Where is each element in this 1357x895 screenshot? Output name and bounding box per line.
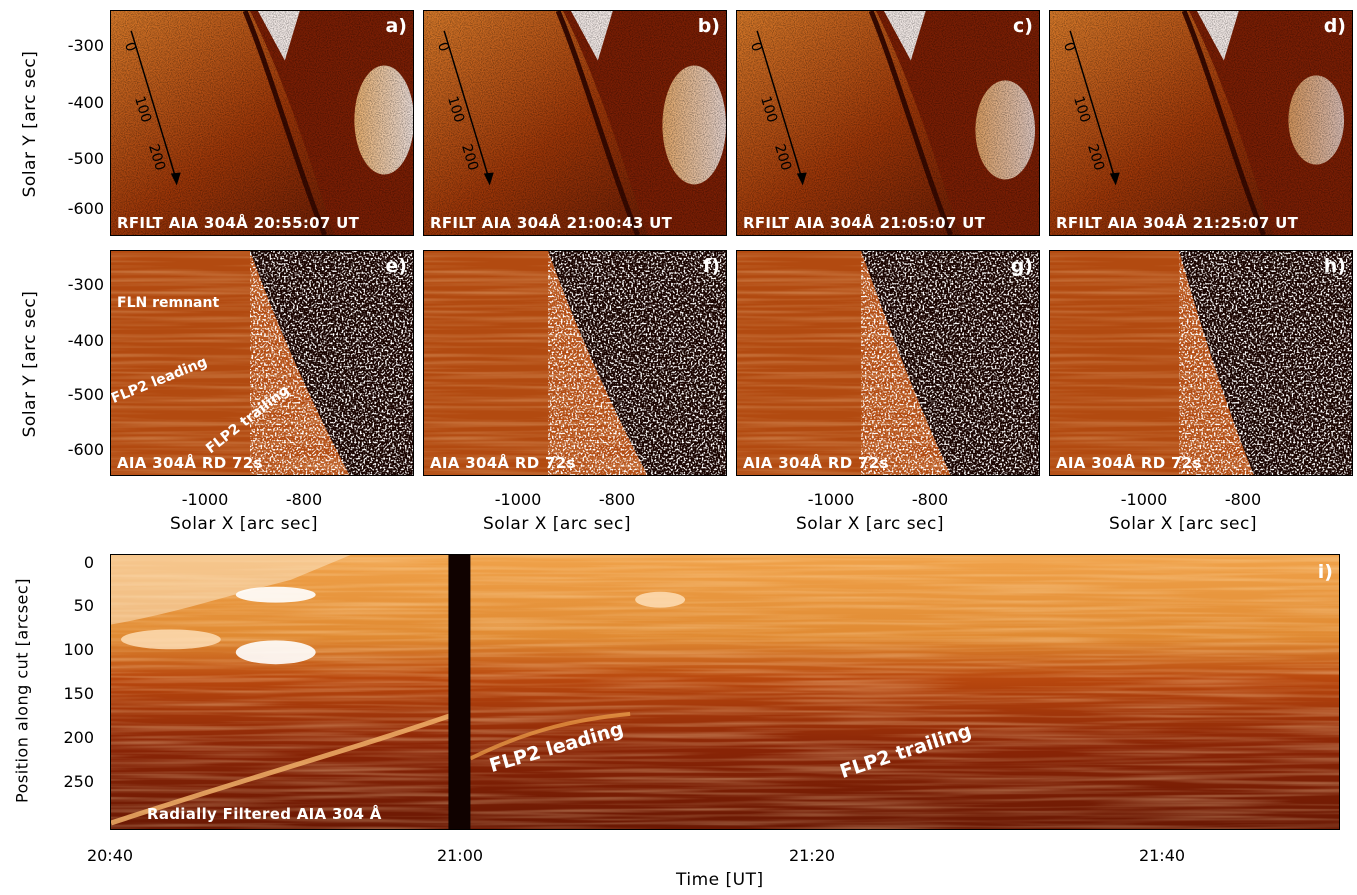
panel-caption: AIA 304Å RD 72s — [1056, 454, 1202, 472]
panel-label: g) — [1010, 255, 1033, 277]
difference-image — [1050, 251, 1352, 475]
panel-label: f) — [703, 255, 720, 277]
panel-label: c) — [1013, 15, 1033, 37]
cut-arrow — [756, 30, 807, 186]
y-tick: 100 — [63, 640, 94, 659]
timeslice-panel-i: i) Radially Filtered AIA 304 Å FLP2 lead… — [110, 554, 1340, 830]
solar-image — [737, 11, 1039, 235]
y-tick: 50 — [73, 596, 94, 615]
y-tick: -500 — [67, 385, 104, 404]
x-axis-label: Solar X [arc sec] — [796, 514, 944, 534]
image-panel-f: f) AIA 304Å RD 72s — [423, 250, 727, 476]
panel-caption: Radially Filtered AIA 304 Å — [147, 805, 382, 823]
y-tick: 0 — [83, 553, 94, 572]
y-axis-label: Solar Y [arc sec] — [20, 290, 40, 438]
x-tick: 21:40 — [1138, 846, 1186, 865]
cut-arrow — [443, 30, 494, 186]
timeslice-image — [111, 555, 1339, 829]
y-tick: -600 — [67, 440, 104, 459]
y-tick: -500 — [67, 149, 104, 168]
x-tick: -800 — [911, 490, 949, 509]
image-panel-e: FLN remnant FLP2 leading FLP2 trailing e… — [110, 250, 414, 476]
panel-label: b) — [697, 15, 720, 37]
x-axis-label: Time [UT] — [676, 870, 764, 890]
y-tick: 200 — [63, 728, 94, 747]
x-tick: -1000 — [494, 490, 542, 509]
cut-arrow — [1069, 30, 1120, 186]
panel-caption: RFILT AIA 304Å 21:05:07 UT — [743, 214, 986, 232]
y-tick: -300 — [67, 275, 104, 294]
image-panel-a: 0 100 200 a) RFILT AIA 304Å 20:55:07 UT — [110, 10, 414, 236]
difference-image — [424, 251, 726, 475]
y-tick: 250 — [63, 772, 94, 791]
image-panel-d: 0 100 200 d) RFILT AIA 304Å 21:25:07 UT — [1049, 10, 1353, 236]
panel-label: a) — [385, 15, 407, 37]
x-tick: 21:20 — [788, 846, 836, 865]
x-tick: -1000 — [807, 490, 855, 509]
image-panel-g: g) AIA 304Å RD 72s — [736, 250, 1040, 476]
image-panel-b: 0 100 200 b) RFILT AIA 304Å 21:00:43 UT — [423, 10, 727, 236]
y-tick: -300 — [67, 36, 104, 55]
cut-arrow — [130, 30, 181, 186]
x-tick: -1000 — [1120, 490, 1168, 509]
panel-label: i) — [1317, 561, 1333, 583]
y-tick: -600 — [67, 199, 104, 218]
y-axis-label: Solar Y [arc sec] — [20, 50, 40, 198]
x-tick: 21:00 — [436, 846, 484, 865]
solar-image — [1050, 11, 1352, 235]
y-axis-label: Position along cut [arcsec] — [12, 578, 32, 803]
panel-caption: RFILT AIA 304Å 21:25:07 UT — [1056, 214, 1299, 232]
y-tick: 150 — [63, 684, 94, 703]
x-tick: -800 — [285, 490, 323, 509]
solar-image — [111, 11, 413, 235]
panel-caption: RFILT AIA 304Å 20:55:07 UT — [117, 214, 360, 232]
x-axis-label: Solar X [arc sec] — [170, 514, 318, 534]
panel-label: d) — [1323, 15, 1346, 37]
x-tick: -800 — [598, 490, 636, 509]
y-tick: -400 — [67, 331, 104, 350]
x-tick: 20:40 — [86, 846, 134, 865]
panel-caption: RFILT AIA 304Å 21:00:43 UT — [430, 214, 673, 232]
y-tick: -400 — [67, 93, 104, 112]
panel-caption: AIA 304Å RD 72s — [430, 454, 576, 472]
panel-label: e) — [385, 255, 407, 277]
x-axis-label: Solar X [arc sec] — [483, 514, 631, 534]
image-panel-h: h) AIA 304Å RD 72s — [1049, 250, 1353, 476]
panel-caption: AIA 304Å RD 72s — [743, 454, 889, 472]
x-axis-label: Solar X [arc sec] — [1109, 514, 1257, 534]
x-tick: -1000 — [181, 490, 229, 509]
panel-caption: AIA 304Å RD 72s — [117, 454, 263, 472]
difference-image — [111, 251, 413, 475]
panel-label: h) — [1323, 255, 1346, 277]
x-tick: -800 — [1224, 490, 1262, 509]
difference-image — [737, 251, 1039, 475]
solar-image — [424, 11, 726, 235]
image-panel-c: 0 100 200 c) RFILT AIA 304Å 21:05:07 UT — [736, 10, 1040, 236]
annotation-fln-remnant: FLN remnant — [117, 295, 220, 311]
